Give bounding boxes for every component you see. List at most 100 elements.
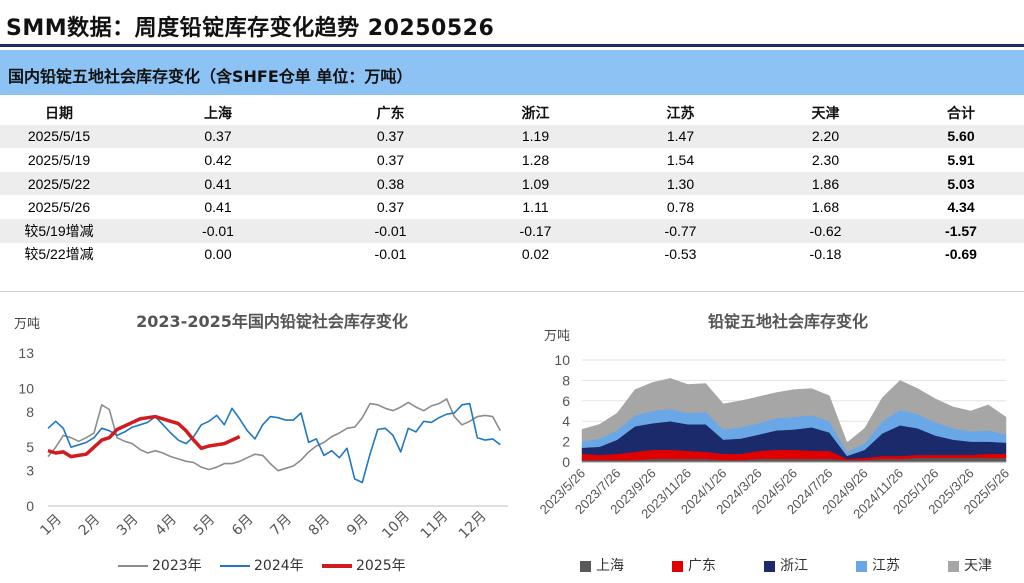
- area-series-天津: [581, 378, 1007, 453]
- x-tick-label: 12月: [456, 508, 490, 542]
- table-cell: 0.00: [204, 246, 232, 263]
- legend-swatch: [672, 560, 683, 572]
- x-tick-label: 7月: [267, 511, 295, 539]
- table-row: 2025/5/19 0.42 0.37 1.28 1.54 2.30 5.91: [0, 148, 1024, 172]
- x-tick-label: 9月: [344, 511, 372, 539]
- page-title: SMM数据：周度铅锭库存变化趋势 20250526: [6, 16, 495, 41]
- area-chart-legend: 上海 广东 浙江 江苏 天津: [560, 552, 1020, 576]
- table-cell: 0.41: [118, 171, 318, 196]
- x-tick-label: 1月: [37, 511, 65, 539]
- table-cell: 0.37: [118, 124, 318, 149]
- table-cell-total: 4.34: [947, 199, 975, 216]
- table-row: 较5/19增减 -0.01 -0.01 -0.17 -0.77 -0.62 -1…: [0, 218, 1024, 243]
- table-cell: 1.09: [463, 171, 608, 196]
- y-tick-label: 5: [26, 439, 34, 455]
- table-cell: 1.30: [608, 171, 753, 196]
- legend-item-guangdong: 广东: [672, 555, 716, 575]
- legend-label: 江苏: [872, 558, 900, 574]
- series-line-2024年: [47, 402, 501, 484]
- table-cell-total: 5.03: [898, 171, 1024, 196]
- table-cell: 0.41: [204, 199, 232, 216]
- x-tick-label: 10月: [379, 508, 413, 542]
- legend-label: 广东: [688, 558, 716, 574]
- stacked-area-chart: 铅锭五地社会库存变化万吨02468102023/5/262023/7/26202…: [537, 312, 1013, 521]
- table-cell: 1.54: [666, 151, 695, 168]
- legend-label: 2025年: [356, 558, 406, 574]
- table-cell: 较5/19增减: [0, 218, 118, 243]
- table-cell: 1.68: [811, 199, 840, 216]
- series-line-2023年: [47, 398, 502, 472]
- table-cell: 2.30: [811, 151, 840, 168]
- y-tick-label: 6: [562, 393, 570, 409]
- legend-label: 上海: [596, 558, 624, 574]
- legend-label: 浙江: [780, 558, 808, 574]
- legend-item-tianjin: 天津: [948, 555, 992, 575]
- series-line-2025年: [47, 414, 241, 459]
- column-header-jiangsu: 江苏: [666, 104, 695, 121]
- table-cell: 1.86: [753, 171, 898, 196]
- table-cell: 1.28: [521, 151, 550, 168]
- legend-swatch: [948, 560, 959, 572]
- y-tick-label: 10: [18, 380, 34, 396]
- title-rule: [0, 44, 1024, 47]
- table-cell: 0.42: [204, 151, 232, 168]
- table-cell: 0.38: [318, 171, 463, 196]
- table-cell: 1.47: [608, 124, 753, 149]
- table-cell: -0.01: [318, 218, 463, 243]
- column-header-guangdong: 广东: [376, 104, 405, 121]
- table-cell: 0.37: [376, 199, 405, 216]
- table-cell: 较5/22增减: [24, 246, 94, 263]
- column-header-tianjin: 天津: [811, 104, 840, 121]
- legend-item-shanghai: 上海: [580, 555, 624, 575]
- y-tick-label: 4: [562, 413, 570, 429]
- table-cell-total: 5.60: [898, 124, 1024, 149]
- table-cell: 2025/5/19: [27, 151, 91, 168]
- table-row: 2025/5/15 0.37 0.37 1.19 1.47 2.20 5.60: [0, 124, 1024, 149]
- table-cell: 0.37: [318, 124, 463, 149]
- x-tick-label: 3月: [114, 511, 142, 539]
- x-tick-label: 4月: [152, 511, 180, 539]
- x-tick-label: 2月: [76, 511, 104, 539]
- table-row: 2025/5/26 0.41 0.37 1.11 0.78 1.68 4.34: [0, 195, 1024, 219]
- table-cell: 1.19: [463, 124, 608, 149]
- table-cell: -0.77: [608, 218, 753, 243]
- y-tick-label: 0: [562, 454, 570, 470]
- legend-item-zhejiang: 浙江: [764, 555, 808, 575]
- table-cell-total: 5.91: [947, 151, 975, 168]
- table-cell: 0.37: [376, 151, 405, 168]
- y-axis-unit: 万吨: [544, 329, 570, 344]
- section-divider: [0, 291, 1024, 292]
- table-cell: -0.01: [374, 246, 407, 263]
- table-cell-total: -1.57: [898, 218, 1024, 243]
- table-header-row: 日期 上海 广东 浙江 江苏 天津 合计: [0, 101, 1024, 125]
- table-cell: 2025/5/22: [0, 171, 118, 196]
- table-cell: 1.11: [522, 199, 549, 216]
- x-tick-label: 11月: [418, 508, 452, 542]
- table-cell: -0.17: [463, 218, 608, 243]
- table-title: 国内铅锭五地社会库存变化（含SHFE仓单 单位：万吨）: [8, 67, 413, 86]
- table-cell: -0.53: [664, 246, 697, 263]
- legend-swatch: [322, 564, 352, 568]
- y-tick-label: 8: [26, 404, 34, 420]
- legend-label: 天津: [964, 558, 992, 574]
- table-row: 较5/22增减 0.00 -0.01 0.02 -0.53 -0.18 -0.6…: [0, 243, 1024, 267]
- legend-item-2023: 2023年: [118, 555, 202, 575]
- chart-title: 铅锭五地社会库存变化: [708, 312, 868, 331]
- y-tick-label: 13: [18, 345, 34, 361]
- table-cell: 0.02: [521, 246, 550, 263]
- y-tick-label: 10: [554, 352, 570, 368]
- x-tick-label: 8月: [306, 511, 334, 539]
- table-cell: 0.78: [666, 199, 695, 216]
- legend-swatch: [220, 565, 250, 567]
- chart-title: 2023-2025年国内铅锭社会库存变化: [136, 312, 408, 331]
- table-row: 2025/5/22 0.41 0.38 1.09 1.30 1.86 5.03: [0, 171, 1024, 196]
- column-header-date: 日期: [45, 104, 73, 121]
- legend-swatch: [580, 560, 591, 572]
- table-title-band: 国内铅锭五地社会库存变化（含SHFE仓单 单位：万吨）: [0, 50, 1024, 95]
- legend-item-2024: 2024年: [220, 555, 304, 575]
- inventory-table: 日期 上海 广东 浙江 江苏 天津 合计 2025/5/15 0.37 0.37…: [0, 101, 1024, 266]
- table-cell-total: -0.69: [945, 246, 977, 263]
- x-tick-label: 6月: [229, 511, 257, 539]
- column-header-shanghai: 上海: [204, 104, 232, 121]
- legend-label: 2023年: [152, 558, 202, 574]
